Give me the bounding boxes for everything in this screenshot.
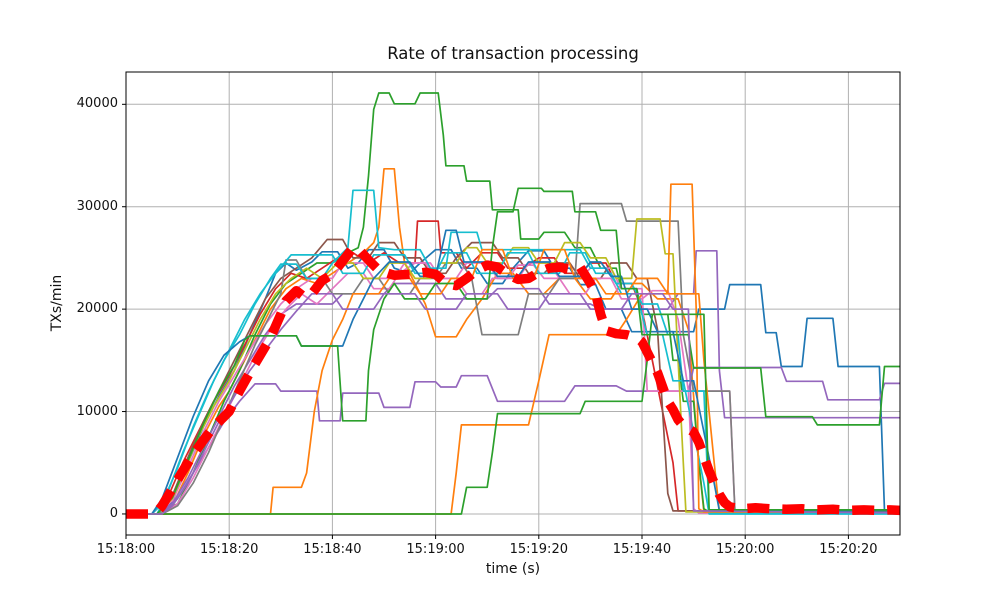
- series-line-15: [126, 183, 900, 515]
- grid-lines: [125, 72, 900, 535]
- y-tick-label: 0: [109, 505, 118, 521]
- plot-border: [125, 71, 901, 536]
- series-line-4: [126, 220, 900, 515]
- series-line-16: [126, 229, 900, 515]
- x-tick-label: 15:19:00: [406, 542, 465, 557]
- series-line-1: [126, 248, 900, 515]
- y-tick-label: 10000: [76, 403, 118, 419]
- x-tick-label: 15:19:20: [509, 542, 568, 557]
- mean-line: [126, 242, 900, 519]
- y-tick-label: 20000: [76, 301, 118, 317]
- y-tick-label: 30000: [76, 198, 118, 214]
- x-tick-label: 15:19:40: [612, 542, 672, 557]
- series-line-19: [126, 292, 900, 515]
- x-axis-label: time (s): [485, 561, 541, 577]
- x-tick-label: 15:20:00: [715, 542, 775, 557]
- x-tick-label: 15:18:00: [96, 542, 156, 557]
- series-line-5: [126, 366, 900, 515]
- x-tick-label: 15:18:40: [303, 542, 362, 557]
- series-line-11: [126, 218, 900, 515]
- chart-title: Rate of transaction processing: [387, 44, 639, 63]
- series-line-18: [126, 313, 900, 515]
- tick-marks: [122, 103, 849, 539]
- x-tick-label: 15:20:20: [819, 542, 878, 557]
- y-tick-label: 40000: [76, 96, 118, 112]
- series-line-3: [126, 92, 900, 515]
- series-line-14: [126, 248, 900, 515]
- x-tick-label: 15:18:20: [199, 542, 259, 557]
- series-line-2: [126, 167, 900, 515]
